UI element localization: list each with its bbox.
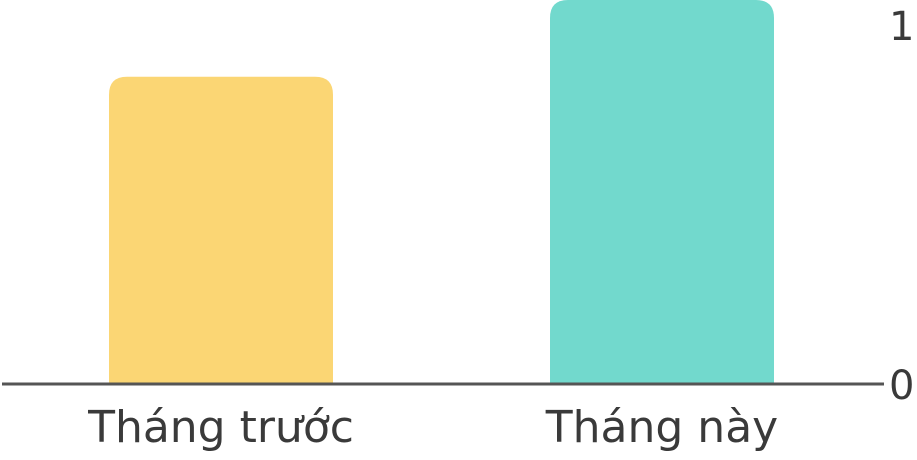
bars-layer — [109, 0, 774, 385]
y-tick-label-0: 0 — [889, 363, 914, 409]
category-labels: Tháng trước Tháng này — [87, 402, 778, 453]
y-ticks: 01 — [889, 4, 914, 409]
category-label-last-month: Tháng trước — [87, 402, 354, 453]
bar-last-month — [109, 76, 333, 385]
category-label-this-month: Tháng này — [545, 402, 778, 453]
y-tick-label-1: 1 — [889, 4, 914, 50]
bar-this-month — [550, 0, 774, 384]
